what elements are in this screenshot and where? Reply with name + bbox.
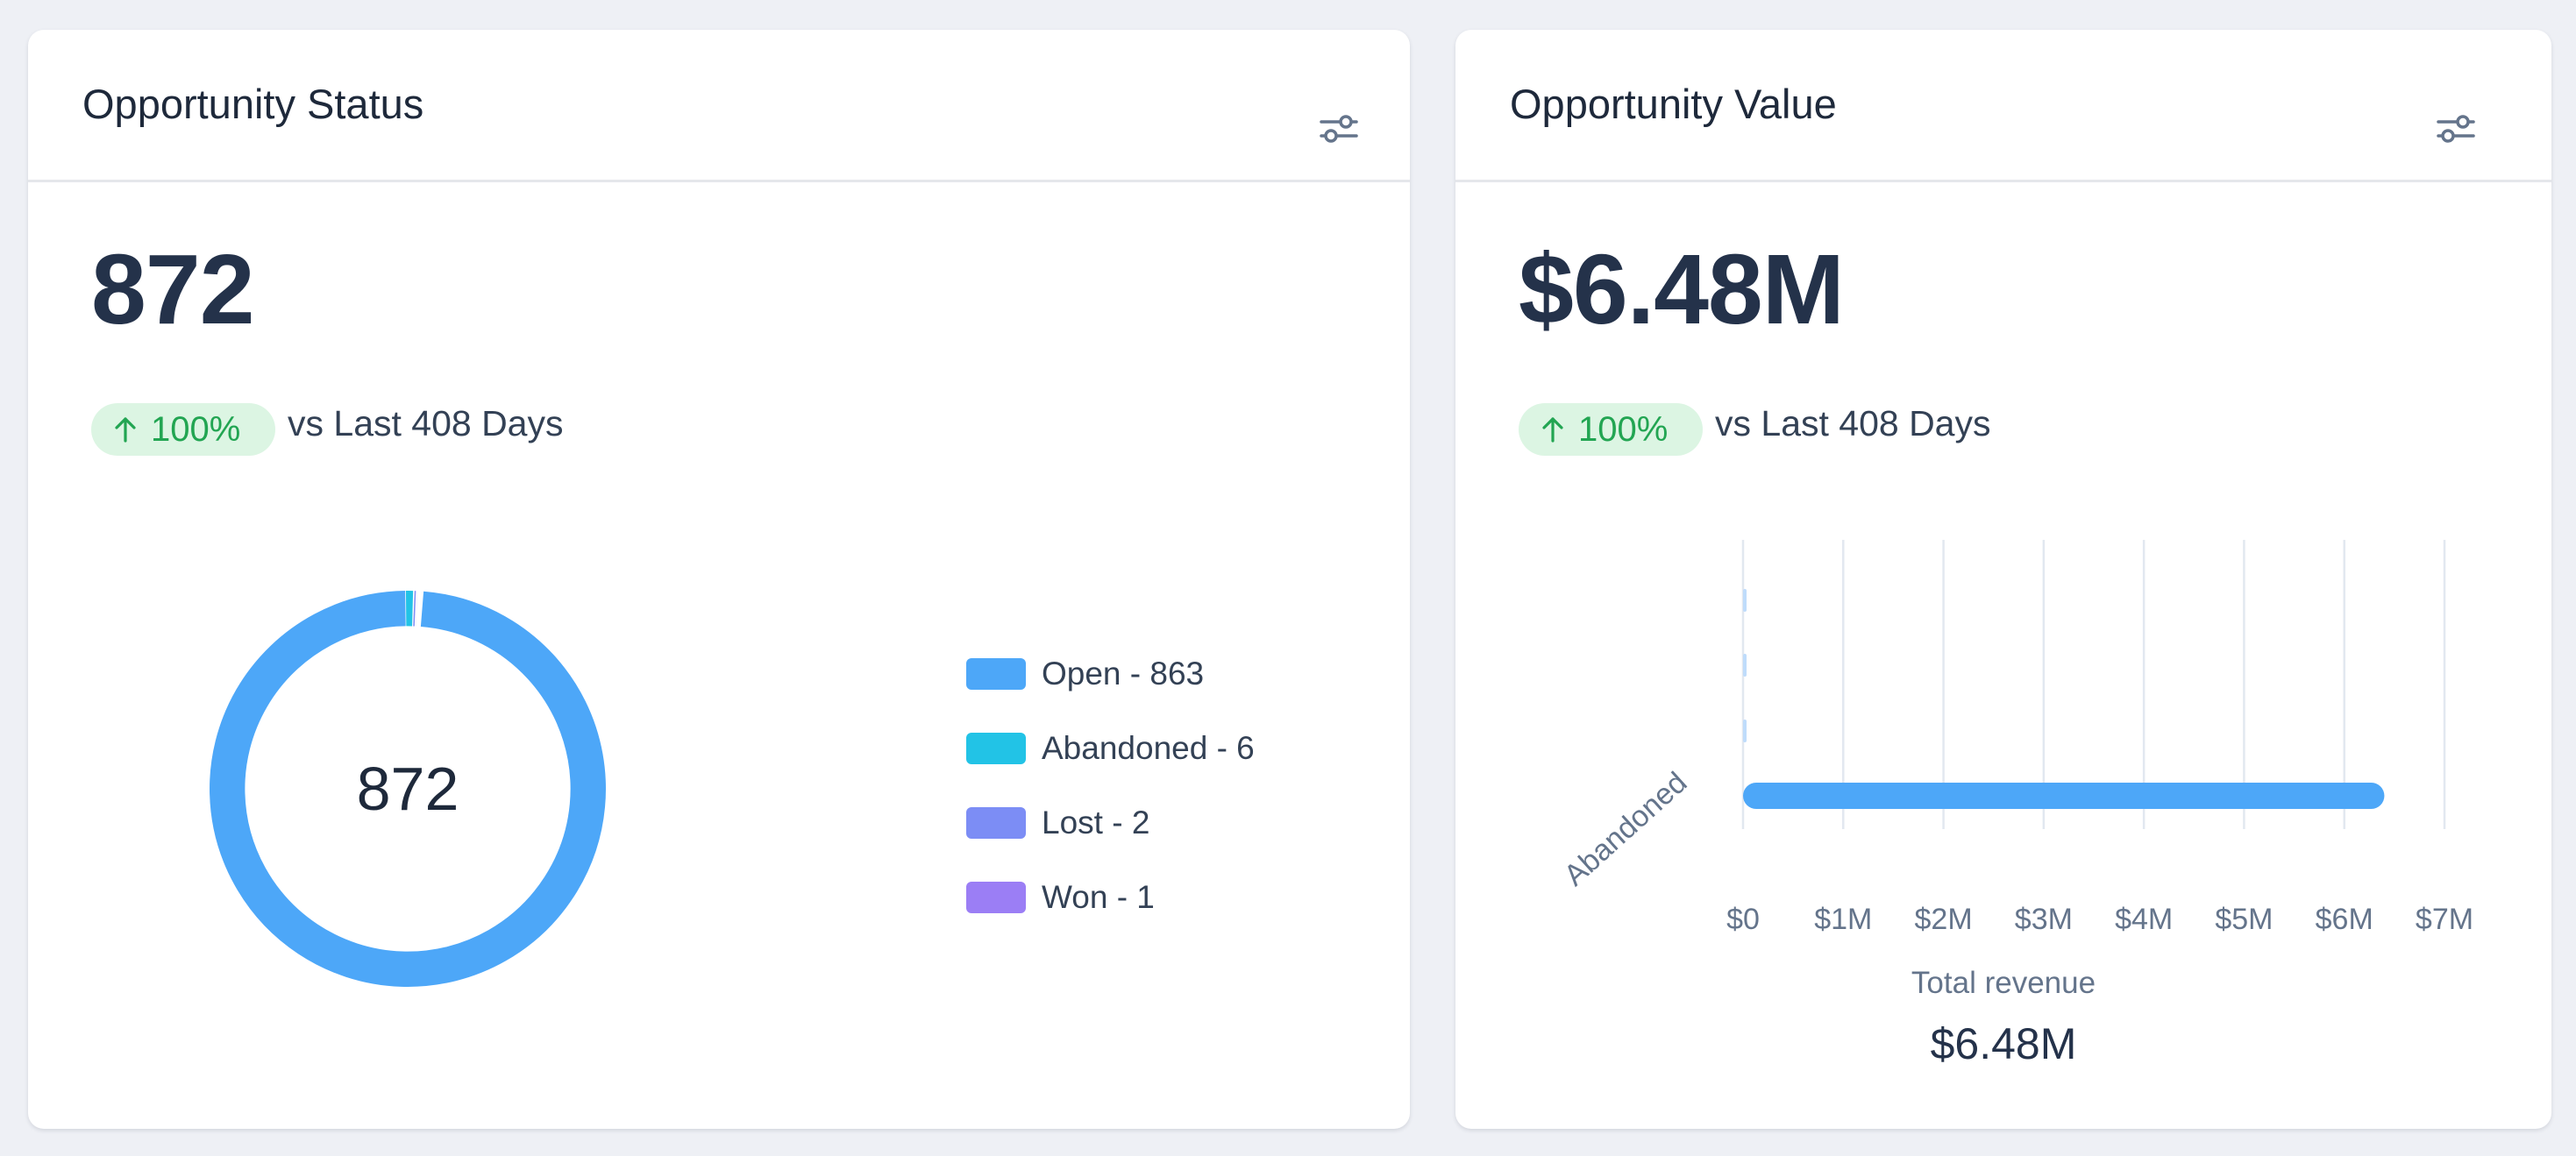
bar-abandoned[interactable] <box>1743 783 2385 809</box>
delta-value: 100% <box>1578 410 1669 449</box>
x-tick-label: $0 <box>1726 903 1760 936</box>
sliders-icon[interactable] <box>2434 107 2478 151</box>
card-header: Opportunity Value <box>1455 30 2551 182</box>
bar-row-2[interactable] <box>1743 720 1747 742</box>
bar-row-0[interactable] <box>1743 589 1747 612</box>
opportunity-count: 872 <box>91 234 255 344</box>
status-donut-chart <box>210 591 606 987</box>
card-title: Opportunity Value <box>1510 81 1837 127</box>
delta-caption: vs Last 408 Days <box>1715 403 1991 443</box>
legend-swatch <box>966 807 1026 839</box>
total-revenue-value: $6.48M <box>1930 1019 2077 1068</box>
arrow-up-icon <box>1542 417 1563 443</box>
bar-row-1[interactable] <box>1743 654 1747 677</box>
arrow-up-icon <box>115 417 136 443</box>
x-tick-label: $3M <box>2015 903 2073 936</box>
x-tick-label: $7M <box>2416 903 2473 936</box>
opportunity-value: $6.48M <box>1519 234 1845 344</box>
x-tick-label: $4M <box>2115 903 2173 936</box>
delta-caption: vs Last 408 Days <box>288 403 564 443</box>
legend-label: Won - 1 <box>1042 879 1155 915</box>
legend-label: Open - 863 <box>1042 656 1205 691</box>
card-header: Opportunity Status <box>28 30 1410 182</box>
legend-swatch <box>966 733 1026 764</box>
donut-slice-open[interactable] <box>210 591 606 987</box>
x-tick-label: $2M <box>1915 903 1973 936</box>
opportunity-status-card: Opportunity Status 872 100% vs Last 408 … <box>28 30 1410 1129</box>
x-tick-label: $6M <box>2316 903 2373 936</box>
card-title: Opportunity Status <box>82 81 424 127</box>
x-tick-label: $1M <box>1814 903 1872 936</box>
legend-swatch <box>966 658 1026 690</box>
y-tick-label: Abandoned <box>1558 766 1694 893</box>
legend-swatch <box>966 882 1026 913</box>
x-tick-label: $5M <box>2215 903 2273 936</box>
total-revenue-label: Total revenue <box>1911 966 2096 1000</box>
value-bar-chart: $0 $1M $2M $3M $4M $5M $6M $7M Abandoned <box>1558 540 2473 936</box>
donut-center-value: 872 <box>356 755 459 823</box>
delta-badge: 100% <box>91 403 275 456</box>
delta-value: 100% <box>151 410 241 449</box>
delta-badge: 100% <box>1519 403 1703 456</box>
opportunity-value-card: Opportunity Value $6.48M 100% vs Last 40… <box>1455 30 2551 1129</box>
legend-label: Lost - 2 <box>1042 805 1150 840</box>
legend-label: Abandoned - 6 <box>1042 730 1255 766</box>
sliders-icon[interactable] <box>1317 107 1361 151</box>
